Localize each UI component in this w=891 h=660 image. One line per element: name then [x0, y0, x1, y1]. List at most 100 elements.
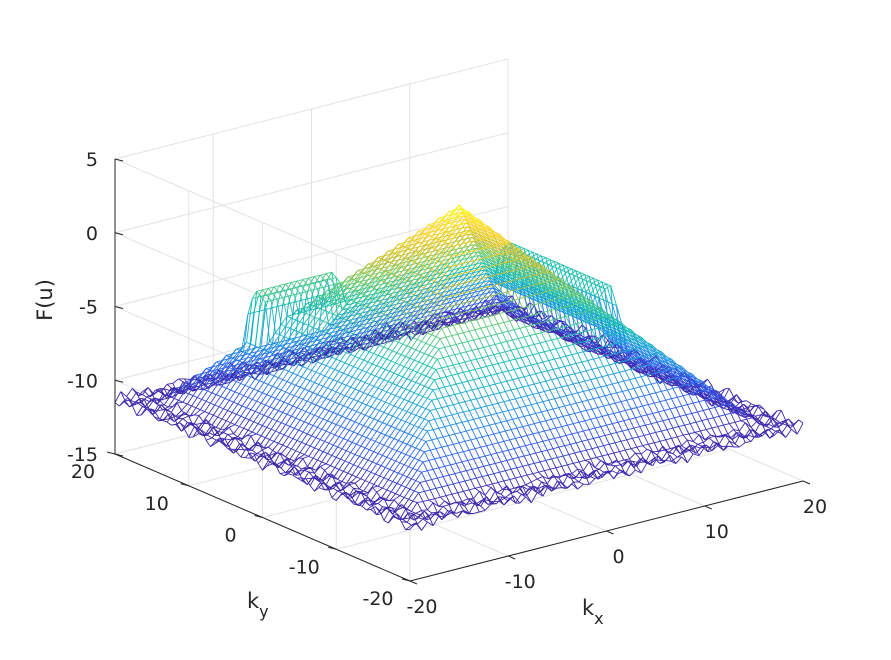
mesh-segment: [378, 503, 382, 506]
mesh-segment: [549, 400, 553, 409]
mesh-segment: [400, 365, 404, 367]
mesh-segment: [645, 385, 649, 394]
mesh-segment: [342, 482, 346, 484]
mesh-segment: [212, 438, 216, 440]
mesh-segment: [693, 442, 697, 445]
mesh-segment: [461, 393, 465, 402]
mesh-segment: [479, 418, 483, 427]
mesh-segment: [450, 346, 454, 355]
mesh-segment: [341, 394, 345, 396]
mesh-segment: [396, 461, 400, 463]
mesh-segment: [288, 404, 292, 406]
mesh-segment: [576, 443, 580, 452]
mesh-segment: [582, 402, 586, 411]
mesh-segment: [427, 333, 431, 335]
mesh-segment: [553, 409, 557, 418]
mesh-segment: [604, 406, 608, 415]
mesh-segment: [527, 475, 531, 482]
mesh-segment: [448, 446, 452, 455]
mesh-segment: [335, 468, 339, 470]
mesh-segment: [420, 352, 424, 354]
mesh-segment: [148, 388, 154, 395]
mesh-segment: [296, 418, 300, 420]
mesh-segment: [432, 480, 436, 489]
mesh-segment: [303, 399, 307, 401]
mesh-segment: [515, 478, 519, 487]
mesh-segment: [309, 424, 313, 426]
mesh-segment: [598, 368, 602, 377]
mesh-segment: [429, 421, 433, 430]
mesh-segment: [703, 410, 707, 419]
mesh-segment: [505, 391, 509, 400]
mesh-segment: [511, 430, 515, 439]
mesh-segment: [375, 441, 379, 443]
mesh-segment: [550, 390, 554, 399]
mesh-segment: [288, 296, 292, 315]
mesh-segment: [715, 407, 719, 416]
mesh-segment: [435, 380, 439, 389]
mesh-segment: [420, 417, 424, 419]
mesh-segment: [289, 474, 293, 475]
mesh-segment: [317, 460, 321, 462]
mesh-segment: [406, 422, 410, 424]
mesh-segment: [488, 356, 492, 365]
mesh-segment: [465, 481, 469, 490]
mesh-segment: [307, 401, 311, 403]
mesh-segment: [326, 366, 330, 368]
mesh-segment: [536, 413, 540, 422]
mesh-segment: [434, 347, 438, 349]
mesh-segment: [383, 488, 387, 490]
mesh-segment: [313, 426, 317, 428]
mesh-segment: [443, 358, 447, 367]
mesh-segment: [475, 449, 479, 458]
mesh-segment: [534, 424, 538, 433]
mesh-segment: [205, 412, 209, 414]
mesh-segment: [469, 490, 473, 499]
mesh-segment: [731, 413, 735, 422]
mesh-segment: [354, 432, 358, 434]
mesh-segment: [452, 415, 456, 424]
mesh-segment: [356, 477, 360, 479]
mesh-segment: [619, 452, 623, 460]
mesh-segment: [627, 400, 631, 409]
mesh-segment: [557, 457, 561, 466]
mesh-segment: [228, 434, 232, 438]
mesh-segment: [239, 426, 243, 428]
mesh-segment: [556, 468, 560, 477]
mesh-segment: [498, 324, 502, 333]
mesh-segment: [338, 479, 342, 481]
mesh-segment: [541, 412, 545, 421]
mesh-segment: [452, 375, 456, 384]
mesh-segment: [599, 397, 603, 406]
mesh-segment: [297, 375, 301, 377]
mesh-segment: [252, 399, 256, 401]
mesh-segment: [396, 494, 400, 496]
mesh-segment: [683, 435, 687, 440]
mesh-segment: [362, 506, 366, 510]
mesh-segment: [573, 384, 577, 393]
mesh-segment: [335, 369, 339, 371]
mesh-segment: [388, 382, 392, 384]
mesh-segment: [576, 363, 580, 372]
mesh-segment: [520, 408, 524, 417]
mesh-segment: [582, 441, 586, 450]
mesh-segment: [667, 390, 671, 399]
mesh-segment: [656, 432, 660, 441]
mesh-segment: [634, 428, 638, 437]
mesh-segment: [539, 472, 543, 476]
mesh-segment: [163, 420, 167, 422]
mesh-segment: [167, 422, 171, 425]
mesh-segment: [326, 431, 330, 433]
mesh-segment: [654, 443, 658, 452]
mesh-segment: [617, 432, 621, 441]
mesh-segment: [478, 388, 482, 397]
mesh-segment: [488, 435, 492, 444]
mesh-segment: [487, 446, 491, 455]
mesh-segment: [505, 431, 509, 440]
mesh-segment: [332, 357, 336, 359]
mesh-segment: [476, 438, 480, 447]
mesh-segment: [472, 390, 476, 399]
mesh-segment: [330, 466, 334, 468]
mesh-segment: [674, 418, 678, 427]
mesh-segment: [345, 461, 349, 463]
